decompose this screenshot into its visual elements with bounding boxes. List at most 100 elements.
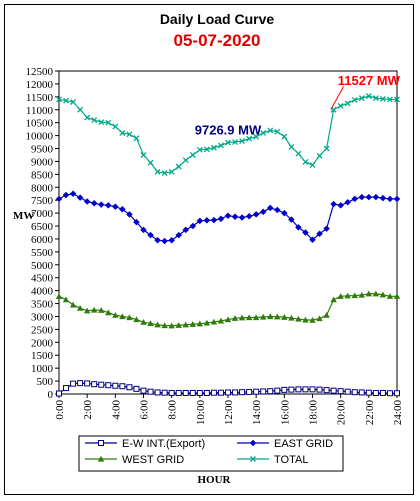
data-point <box>231 315 239 321</box>
y-tick-label: 11500 <box>26 92 54 104</box>
y-axis: 0500100015002000250030003500400045005000… <box>26 66 59 401</box>
data-point <box>288 144 295 150</box>
x-axis-label: HOUR <box>198 474 232 486</box>
y-tick-label: 5000 <box>31 260 54 272</box>
data-point <box>77 106 84 113</box>
data-point <box>253 133 260 140</box>
data-point <box>189 321 196 327</box>
data-point <box>147 388 154 395</box>
data-point <box>217 389 224 396</box>
data-point <box>217 142 224 149</box>
y-tick-label: 3500 <box>31 299 54 311</box>
data-point <box>119 383 126 390</box>
annotations: 9726.9 MW 11527 MW <box>195 73 401 137</box>
data-point <box>323 225 330 232</box>
data-point <box>295 386 302 393</box>
data-point <box>225 389 231 396</box>
data-point <box>351 389 358 396</box>
data-point <box>105 309 112 316</box>
data-point <box>309 316 316 323</box>
data-point <box>210 389 217 396</box>
data-point <box>196 146 203 153</box>
data-point <box>76 194 84 201</box>
data-point <box>252 314 260 321</box>
data-point <box>274 387 281 394</box>
x-tick-label: 14:00 <box>251 400 263 426</box>
data-point <box>126 131 133 138</box>
data-point <box>217 317 225 324</box>
legend-entry: EAST GRID <box>237 438 333 450</box>
data-point <box>90 199 98 207</box>
x-tick-label: 16:00 <box>279 400 291 426</box>
data-point <box>386 96 393 103</box>
data-point <box>133 135 140 142</box>
series-layer <box>55 93 401 397</box>
data-point <box>69 190 77 198</box>
data-point <box>182 157 189 164</box>
data-point <box>161 170 168 177</box>
data-point <box>267 313 274 320</box>
data-point <box>252 211 260 218</box>
data-point <box>126 211 133 218</box>
y-axis-label: MW <box>13 210 34 222</box>
data-point <box>394 390 400 397</box>
data-point <box>330 296 337 303</box>
x-tick-label: 18:00 <box>308 400 320 426</box>
x-tick-label: 24:00 <box>392 400 404 426</box>
x-axis: 0:00 2:00 4:00 6:00 8:00 10:00 12:00 14:00 16:00… <box>54 394 404 425</box>
data-point <box>62 296 70 303</box>
data-point <box>260 313 267 320</box>
data-point <box>126 384 133 391</box>
data-point <box>309 386 316 393</box>
data-point <box>225 139 231 146</box>
data-point <box>210 144 217 151</box>
legend <box>78 435 344 472</box>
y-tick-label: 7000 <box>31 208 54 220</box>
y-tick-label: 9000 <box>31 156 54 168</box>
data-point <box>104 202 112 209</box>
data-point <box>246 135 253 142</box>
data-point <box>386 293 394 299</box>
data-point <box>97 201 105 208</box>
data-point <box>288 386 295 393</box>
data-point <box>302 316 309 323</box>
legend-swatch-marker <box>249 439 257 447</box>
data-point <box>111 203 119 211</box>
legend-entries: E-W INT.(Export) EAST GRID WEST GRID TOTAL <box>85 438 333 466</box>
legend-swatch-marker <box>98 440 104 446</box>
data-point <box>267 388 274 395</box>
data-point <box>337 388 344 395</box>
data-point <box>105 119 112 126</box>
data-point <box>337 102 344 109</box>
data-point <box>372 193 380 201</box>
y-tick-label: 5500 <box>31 247 54 259</box>
data-point <box>239 389 246 396</box>
data-point <box>358 95 365 102</box>
legend-label: E-W INT.(Export) <box>122 438 205 450</box>
data-point <box>365 389 372 396</box>
annotation-label: 9726.9 MW <box>195 122 262 137</box>
legend-label: TOTAL <box>274 454 308 466</box>
data-point <box>126 314 133 321</box>
data-point <box>394 96 400 103</box>
data-point <box>55 195 63 203</box>
data-point <box>386 390 393 397</box>
data-point <box>119 313 126 320</box>
data-point <box>112 382 119 389</box>
data-point <box>232 139 239 146</box>
data-point <box>358 193 366 201</box>
data-point <box>239 138 246 144</box>
y-tick-label: 12000 <box>26 79 54 91</box>
data-point <box>245 212 253 220</box>
data-point <box>98 381 105 388</box>
y-tick-label: 2500 <box>31 324 54 336</box>
data-point <box>175 322 182 328</box>
data-point <box>232 389 239 396</box>
data-point <box>203 146 210 153</box>
legend-label: EAST GRID <box>274 438 333 450</box>
legend-entry: WEST GRID <box>85 454 184 466</box>
data-point <box>83 198 91 205</box>
data-point <box>182 389 189 396</box>
data-point <box>62 191 70 199</box>
y-tick-label: 2000 <box>31 337 54 349</box>
